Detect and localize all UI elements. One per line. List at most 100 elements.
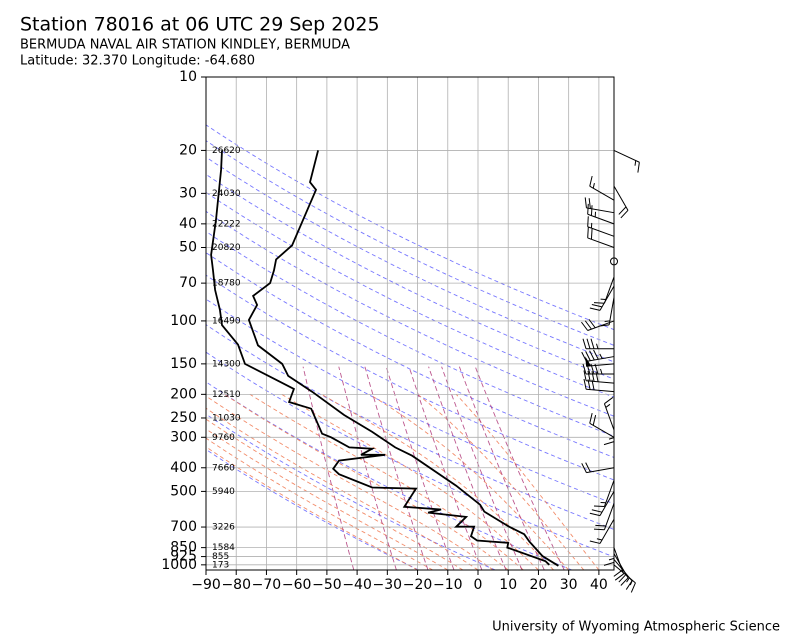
moist-adiabat xyxy=(206,446,418,570)
barb-staff xyxy=(599,518,615,544)
y-tick-label: 10 xyxy=(179,69,197,85)
barb-full xyxy=(614,573,624,581)
wind-barb xyxy=(593,276,615,304)
barb-flag xyxy=(585,356,592,367)
barb-full xyxy=(594,363,599,375)
barb-full xyxy=(583,378,587,390)
barb-half xyxy=(608,557,615,561)
calm-circle xyxy=(610,257,618,266)
barb-staff xyxy=(613,149,640,163)
wind-barb xyxy=(593,480,615,508)
barb-full xyxy=(620,577,629,586)
moist-adiabat xyxy=(206,437,433,570)
footer: University of Wyoming Atmospheric Scienc… xyxy=(492,620,780,635)
x-tick-label: −50 xyxy=(312,577,342,593)
moist-adiabat xyxy=(206,407,479,570)
barb-half xyxy=(599,353,603,359)
y-tick-label: 1000 xyxy=(161,557,197,573)
chart-subtitle: BERMUDA NAVAL AIR STATION KINDLEY, BERMU… xyxy=(20,38,350,53)
barb-half xyxy=(629,580,633,586)
y-tick-label: 250 xyxy=(170,410,197,426)
barb-staff xyxy=(603,480,615,507)
barb-staff xyxy=(586,207,615,214)
wind-barb xyxy=(582,363,614,375)
barb-staff xyxy=(589,185,615,201)
x-tick-label: −80 xyxy=(221,577,251,593)
height-label: 11030 xyxy=(212,413,241,423)
height-label: 18780 xyxy=(212,279,241,289)
barb-staff xyxy=(587,320,615,331)
height-label: 24030 xyxy=(212,189,241,199)
wind-barb xyxy=(613,547,625,581)
x-tick-label: 30 xyxy=(560,577,578,593)
barb-staff xyxy=(586,467,615,474)
y-tick-label: 20 xyxy=(179,142,197,158)
barb-full xyxy=(589,540,601,544)
barb-full xyxy=(587,203,589,215)
barb-full xyxy=(604,397,614,405)
y-tick-label: 300 xyxy=(170,429,197,445)
barb-staff xyxy=(613,564,636,584)
barb-full xyxy=(603,561,615,566)
barb-half xyxy=(596,343,599,349)
plot-frame xyxy=(205,76,615,571)
dry-adiabat xyxy=(206,381,573,570)
wind-barb xyxy=(581,462,615,474)
height-label: 7660 xyxy=(212,463,235,473)
wind-barb xyxy=(581,349,615,362)
barb-full xyxy=(586,338,591,349)
wind-barb xyxy=(582,338,614,350)
barb-full xyxy=(593,349,599,360)
barb-full xyxy=(587,227,589,238)
background-lines xyxy=(206,124,614,570)
barb-staff xyxy=(587,226,615,237)
barb-full xyxy=(589,350,595,361)
barb-full xyxy=(591,371,595,382)
barb-full xyxy=(587,216,589,227)
mixing-ratio-line xyxy=(364,366,429,570)
wind-barb xyxy=(603,397,615,431)
x-tick-label: −60 xyxy=(282,577,312,593)
profile-line xyxy=(210,150,550,566)
y-tick-label: 700 xyxy=(170,519,197,535)
y-tick-label: 50 xyxy=(179,239,197,255)
wind-barb xyxy=(613,553,629,586)
moist-adiabat xyxy=(206,418,464,570)
dry-adiabat xyxy=(206,324,614,530)
wind-barb xyxy=(587,227,615,248)
barb-full xyxy=(593,528,605,531)
chart-title: Station 78016 at 06 UTC 29 Sep 2025 xyxy=(20,14,380,36)
wind-barb xyxy=(583,370,615,384)
x-tick-label: −40 xyxy=(342,577,372,593)
barb-full xyxy=(587,370,591,382)
barb-full xyxy=(586,363,591,375)
barb-half xyxy=(605,403,611,408)
barb-staff xyxy=(586,363,615,367)
barb-staff xyxy=(603,403,615,431)
barb-half xyxy=(634,160,637,166)
y-tick-label: 200 xyxy=(170,386,197,402)
barb-half xyxy=(592,183,595,189)
barb-full xyxy=(581,321,589,331)
barb-staff xyxy=(586,356,615,362)
y-tick-label: 30 xyxy=(179,185,197,201)
barb-staff xyxy=(608,297,615,325)
wind-barb xyxy=(589,175,615,201)
height-label: 22222 xyxy=(212,219,241,229)
height-label: 16490 xyxy=(212,316,241,326)
barb-staff xyxy=(586,388,615,393)
y-tick-label: 400 xyxy=(170,460,197,476)
barb-full xyxy=(591,304,603,308)
wind-barb xyxy=(603,534,615,566)
moist-adiabat xyxy=(206,395,494,570)
wind-barb xyxy=(587,216,615,237)
mixing-ratio-line xyxy=(385,366,455,570)
wind-barb xyxy=(613,564,636,593)
barb-full xyxy=(582,363,587,375)
barb-half xyxy=(608,437,615,440)
height-label: 9760 xyxy=(212,433,235,443)
barb-staff xyxy=(599,491,615,516)
barb-full xyxy=(591,509,603,513)
mixing-ratio-line xyxy=(338,366,397,570)
wind-barb xyxy=(589,413,615,438)
